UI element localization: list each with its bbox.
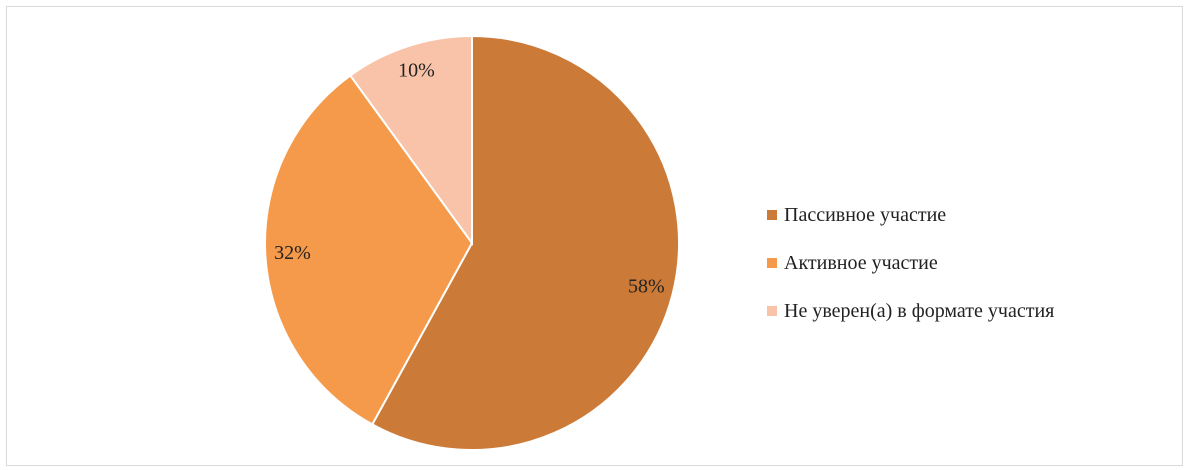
legend: Пассивное участие Активное участие Не ув… [767,203,1054,347]
legend-item-passive: Пассивное участие [767,203,1054,227]
data-label-unsure: 10% [398,59,435,81]
pie-chart: 58% 32% 10% [264,34,680,451]
legend-label-passive: Пассивное участие [784,203,947,226]
data-label-active: 32% [274,242,311,264]
legend-item-unsure: Не уверен(а) в формате участия [767,299,1054,323]
data-label-passive: 58% [628,275,665,297]
legend-swatch-unsure [767,306,777,316]
legend-item-active: Активное участие [767,251,1054,275]
legend-label-active: Активное участие [784,251,938,274]
legend-swatch-passive [767,210,777,220]
pie-slice-unsure [348,34,473,247]
pie-slice-active [264,74,474,426]
chart-area: 58% 32% 10% Пассивное участие Активное уча… [6,6,1183,466]
pie-slice-passive [370,34,680,451]
legend-label-unsure: Не уверен(а) в формате участия [784,299,1055,322]
legend-swatch-active [767,258,777,268]
